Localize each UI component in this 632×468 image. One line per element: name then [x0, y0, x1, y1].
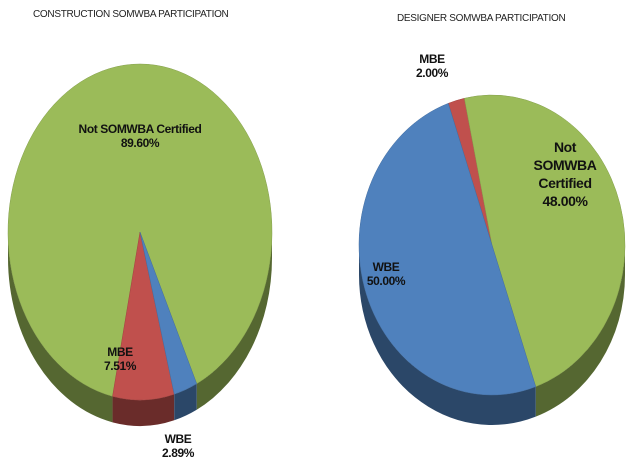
value-label: 89.60% — [120, 136, 160, 150]
pie-slice — [359, 103, 537, 396]
slice-label: MBE 7.51% — [104, 345, 136, 373]
pie-slice — [464, 94, 626, 387]
category-label: MBE — [419, 52, 445, 66]
category-label: WBE — [164, 432, 192, 446]
chart-title: DESIGNER SOMWBA PARTICIPATION — [397, 13, 566, 24]
slice-label: WBE 2.89% — [162, 432, 194, 460]
category-label: WBE — [372, 260, 400, 274]
value-label: 2.89% — [161, 446, 195, 460]
chart-title: CONSTRUCTION SOMWBA PARTICIPATION — [33, 9, 229, 20]
value-label: 2.00% — [415, 66, 449, 80]
pie-side — [8, 232, 113, 423]
pie-slice — [7, 63, 273, 397]
category-label: Not SOMWBA Certified — [533, 139, 597, 191]
slice-label: MBE 2.00% — [416, 52, 448, 80]
value-label: 48.00% — [542, 193, 588, 209]
slice-label: Not SOMWBA Certified 48.00% — [525, 138, 605, 210]
slice-label: Not SOMWBA Certified 89.60% — [79, 122, 202, 150]
value-label: 7.51% — [103, 359, 137, 373]
pie-slice — [139, 231, 198, 395]
pie-side — [196, 232, 272, 410]
pie-side — [112, 394, 175, 427]
pie-side — [535, 245, 625, 417]
value-label: 50.00% — [366, 274, 406, 288]
category-label: Not SOMWBA Certified — [78, 122, 202, 136]
pie-side — [174, 383, 197, 421]
slice-label: WBE 50.00% — [366, 260, 406, 288]
pie-side — [359, 245, 536, 425]
category-label: MBE — [107, 345, 133, 359]
